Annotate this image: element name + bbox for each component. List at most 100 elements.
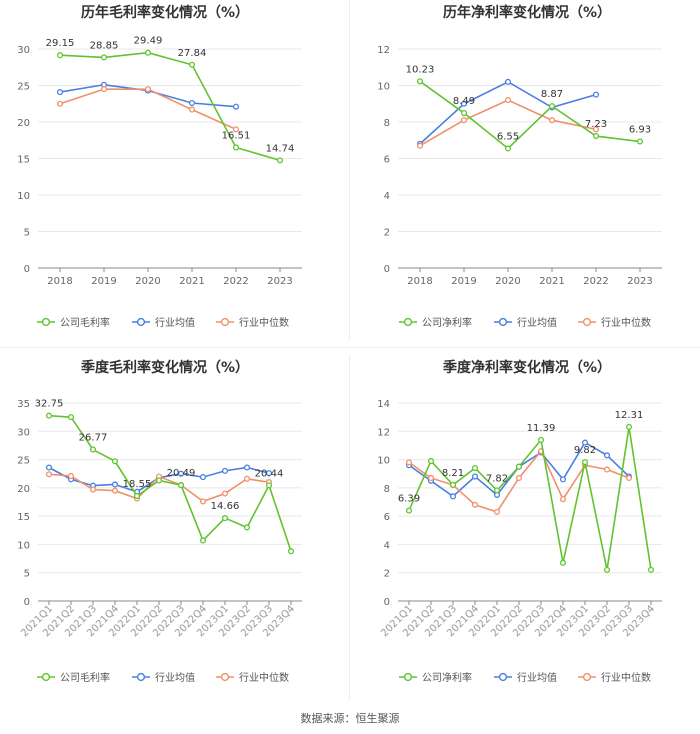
point-company: [405, 507, 413, 514]
point-company: [559, 559, 567, 566]
data-label: 29.49: [134, 36, 163, 47]
point-median: [416, 142, 424, 149]
y-tick-label: 8: [384, 484, 390, 495]
legend-label: 行业中位数: [601, 316, 651, 329]
legend-label: 行业中位数: [239, 671, 289, 684]
data-label: 6.93: [629, 125, 651, 136]
data-label: 18.55: [123, 479, 152, 490]
x-tick-label: 2018: [407, 276, 432, 287]
data-label: 6.55: [497, 131, 519, 142]
y-tick-label: 25: [17, 82, 30, 93]
point-company: [100, 54, 108, 61]
data-label: 14.74: [266, 143, 295, 154]
y-tick-label: 15: [17, 512, 30, 523]
point-avg: [592, 91, 600, 98]
chart-title: 季度毛利率变化情况（%）: [80, 359, 249, 376]
point-company: [427, 457, 435, 465]
legend-label: 行业中位数: [239, 316, 289, 329]
series-line-median: [408, 449, 630, 513]
point-company: [416, 78, 424, 85]
point-company: [232, 144, 240, 151]
y-tick-label: 12: [377, 427, 390, 438]
x-tick-label: 2019: [91, 276, 116, 287]
legend-item-avg: 行业均值: [494, 316, 557, 329]
point-median: [603, 466, 611, 473]
data-label: 6.39: [398, 494, 420, 505]
y-tick-label: 2: [384, 228, 390, 239]
point-median: [221, 490, 229, 497]
legend-label: 公司净利率: [422, 316, 472, 329]
legend-item-company: 公司毛利率: [37, 316, 110, 329]
data-label: 20.49: [167, 468, 196, 479]
x-tick-label: 2020: [135, 276, 160, 287]
point-company: [144, 49, 152, 56]
y-tick-label: 25: [17, 456, 30, 467]
legend-label: 行业均值: [155, 671, 195, 684]
series-line-company: [59, 51, 281, 162]
legend-item-avg: 行业均值: [494, 671, 557, 684]
data-label: 32.75: [35, 399, 64, 410]
point-median: [89, 486, 97, 493]
legend-marker: [41, 672, 51, 682]
point-median: [144, 86, 152, 93]
y-tick-label: 10: [377, 82, 390, 93]
point-median: [188, 106, 196, 113]
data-label: 16.51: [222, 130, 251, 141]
point-avg: [177, 470, 185, 477]
point-avg: [460, 100, 468, 107]
y-tick-label: 5: [24, 569, 30, 580]
point-company: [89, 446, 97, 453]
data-label: 27.84: [178, 48, 207, 59]
legend-item-median: 行业中位数: [216, 671, 289, 684]
point-median: [504, 97, 512, 104]
legend-label: 公司毛利率: [60, 316, 110, 329]
point-company: [625, 423, 633, 430]
point-company: [581, 459, 589, 466]
legend-item-company: 公司净利率: [399, 671, 472, 684]
point-company: [276, 157, 284, 164]
point-company: [647, 566, 655, 573]
y-tick-label: 4: [384, 191, 390, 202]
legend-label: 行业均值: [155, 316, 195, 329]
data-label: 28.85: [90, 40, 119, 51]
chart-title: 历年净利率变化情况（%）: [443, 4, 611, 21]
point-median: [515, 474, 523, 482]
point-company: [471, 465, 479, 472]
legend-label: 行业中位数: [601, 671, 651, 684]
legend-marker: [41, 317, 51, 327]
legend-item-company: 公司毛利率: [37, 671, 110, 684]
point-avg: [449, 493, 457, 500]
y-tick-label: 10: [377, 456, 390, 467]
x-tick-label: 2022: [583, 276, 608, 287]
y-tick-label: 30: [17, 427, 30, 438]
column-divider-top: [349, 0, 350, 340]
series-line-company: [408, 426, 652, 571]
point-avg: [581, 439, 589, 446]
point-median: [67, 472, 75, 480]
data-label: 10.23: [406, 64, 435, 75]
x-tick-label: 2022: [223, 276, 248, 287]
y-tick-label: 0: [24, 597, 30, 608]
data-label: 7.23: [585, 119, 607, 130]
x-tick-label: 2021: [539, 276, 564, 287]
legend-item-median: 行业中位数: [578, 671, 651, 684]
chart-3: 季度毛利率变化情况（%）051015202530352021Q12021Q220…: [17, 359, 302, 684]
legend-label: 公司毛利率: [60, 671, 110, 684]
point-median: [559, 496, 567, 503]
point-company: [449, 481, 457, 488]
data-label: 26.77: [79, 433, 108, 444]
y-tick-label: 12: [377, 45, 390, 56]
row-divider: [0, 347, 700, 348]
data-label: 20.44: [255, 468, 284, 479]
legend-marker: [136, 672, 146, 682]
point-median: [471, 501, 479, 508]
chart-title: 历年毛利率变化情况（%）: [81, 4, 249, 21]
data-label: 7.82: [486, 473, 508, 484]
point-avg: [199, 474, 207, 481]
point-median: [45, 471, 53, 478]
chart-4: 季度净利率变化情况（%）024681012142021Q12021Q22021Q…: [377, 359, 662, 684]
x-tick-label: 2020: [495, 276, 520, 287]
point-median: [493, 508, 501, 515]
data-label: 8.49: [453, 96, 475, 107]
